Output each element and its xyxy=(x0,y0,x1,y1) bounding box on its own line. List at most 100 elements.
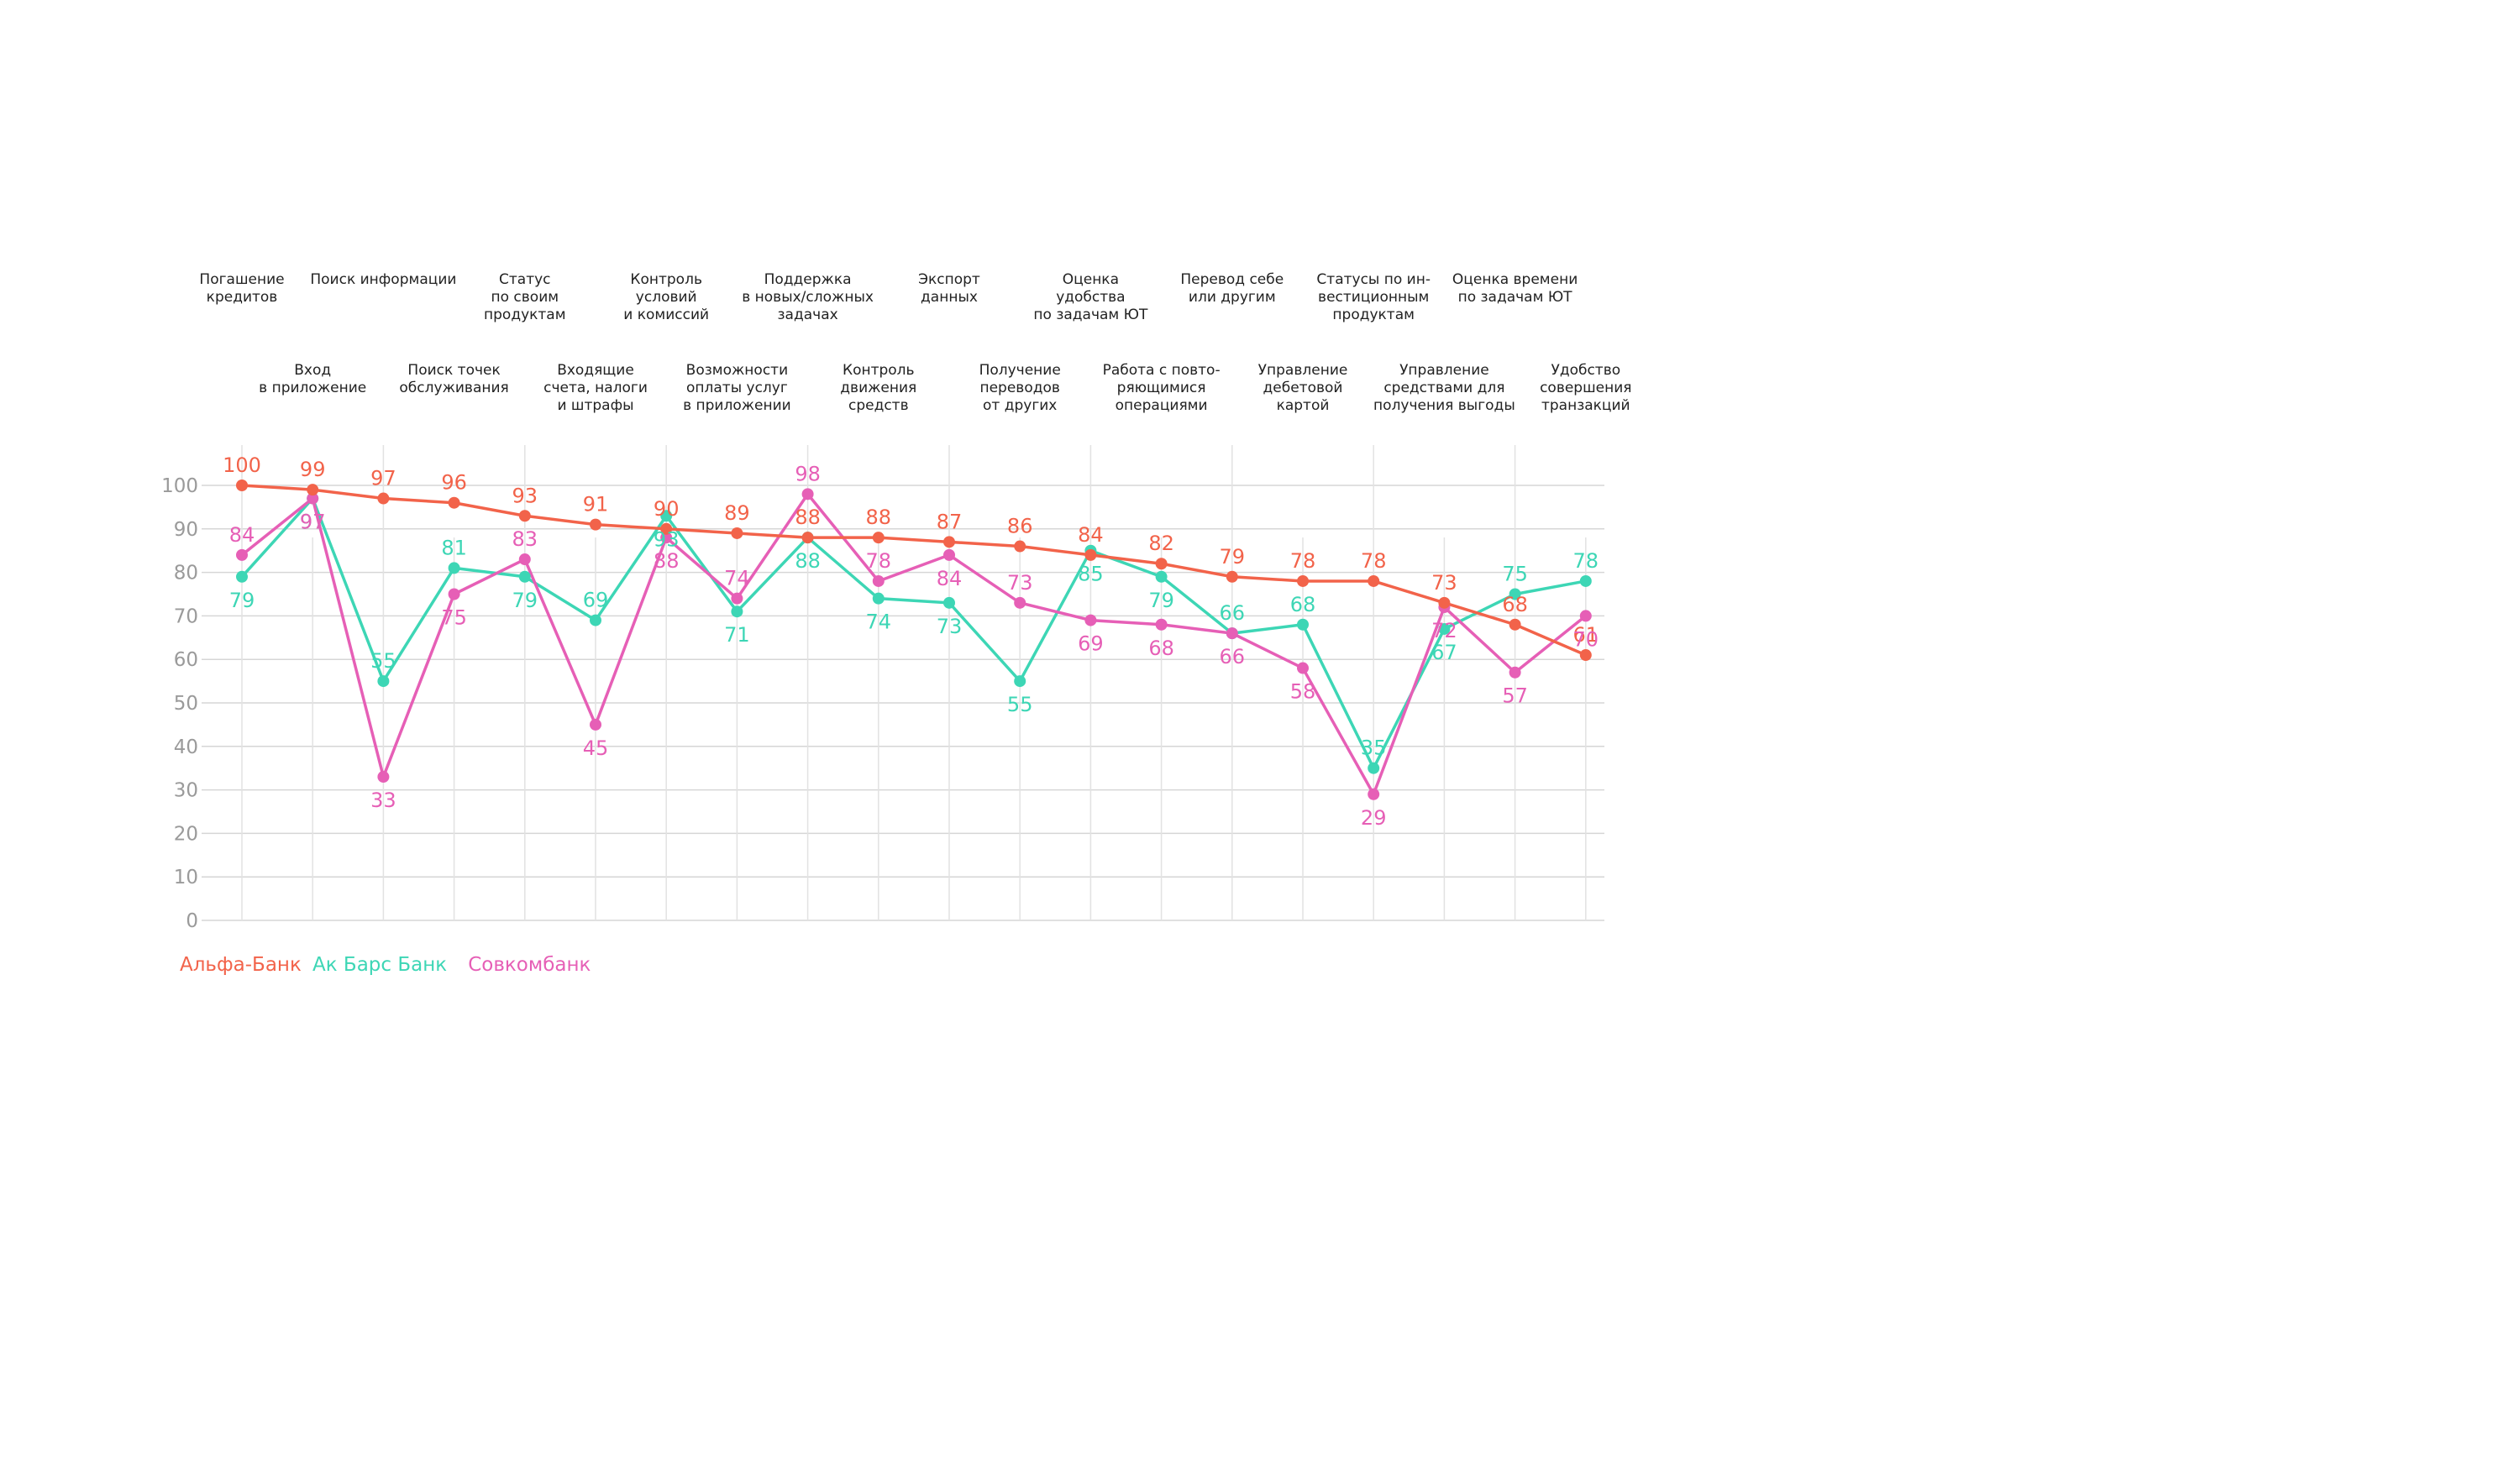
x-category-label: и штрафы xyxy=(557,397,633,414)
x-category-label: кредитов xyxy=(207,289,278,306)
data-point xyxy=(660,522,673,535)
x-category-label: по своим xyxy=(491,289,559,306)
data-label: 74 xyxy=(866,611,892,634)
data-label: 87 xyxy=(937,510,963,533)
data-label: 73 xyxy=(1431,571,1457,595)
data-point xyxy=(518,510,531,522)
data-point xyxy=(518,553,531,566)
legend-entry: Альфа-Банк xyxy=(180,954,302,976)
data-point xyxy=(1155,570,1168,583)
data-label: 79 xyxy=(1148,589,1174,612)
x-category-label: Удобство xyxy=(1551,362,1620,379)
x-category-label: продуктам xyxy=(484,307,566,323)
data-label: 72 xyxy=(1431,619,1457,642)
data-point xyxy=(1226,627,1238,640)
data-label: 93 xyxy=(512,484,538,507)
x-category-label: Управление xyxy=(1258,362,1348,379)
y-tick-label: 90 xyxy=(174,519,198,541)
data-label: 71 xyxy=(724,623,750,647)
data-label: 68 xyxy=(1290,593,1316,616)
data-point xyxy=(377,675,390,688)
data-label: 55 xyxy=(370,649,396,673)
x-category-label: получения выгоды xyxy=(1373,397,1515,414)
x-category-label: движения xyxy=(840,380,916,396)
x-category-label: Возможности xyxy=(686,362,788,379)
data-point xyxy=(377,771,390,784)
data-point xyxy=(448,562,460,574)
data-label: 93 xyxy=(654,527,680,551)
x-category-label: Входящие xyxy=(557,362,634,379)
data-point xyxy=(1297,662,1309,674)
data-point xyxy=(1579,574,1592,587)
data-point xyxy=(1438,596,1451,609)
legend: Альфа-Банк Ак Барс Банк Совкомбанк xyxy=(180,954,591,976)
data-point xyxy=(1368,574,1380,587)
x-category-label: удобства xyxy=(1056,289,1125,306)
data-point xyxy=(1509,618,1521,631)
data-label: 88 xyxy=(866,506,892,529)
data-label: 35 xyxy=(1361,736,1387,760)
data-label: 57 xyxy=(1502,684,1528,708)
data-point xyxy=(1155,558,1168,570)
x-category-label: средствами для xyxy=(1383,380,1504,396)
x-category-label: Контроль xyxy=(843,362,915,379)
data-label: 84 xyxy=(229,523,255,547)
x-category-label: Оценка xyxy=(1063,271,1119,288)
data-point xyxy=(660,532,673,544)
data-label: 79 xyxy=(1220,545,1246,569)
x-category-label: Экспорт xyxy=(918,271,980,288)
data-label: 83 xyxy=(512,527,538,551)
data-label: 100 xyxy=(223,453,261,477)
data-label: 68 xyxy=(1502,593,1528,616)
data-point xyxy=(872,592,885,605)
x-category-label: операциями xyxy=(1116,397,1208,414)
x-category-label: условий xyxy=(636,289,697,306)
data-label: 68 xyxy=(1148,637,1174,660)
data-point xyxy=(801,488,814,501)
data-point xyxy=(1297,618,1309,631)
x-category-label: Управление xyxy=(1399,362,1489,379)
data-point xyxy=(1226,570,1238,583)
series-line xyxy=(241,484,1587,657)
data-label: 88 xyxy=(795,506,821,529)
data-point xyxy=(590,718,601,731)
grid-lines xyxy=(202,445,1604,921)
x-category-label: дебетовой xyxy=(1263,380,1343,396)
y-tick-label: 10 xyxy=(174,867,198,888)
data-label: 75 xyxy=(1502,563,1528,586)
data-label: 84 xyxy=(937,567,963,590)
x-category-label: по задачам ЮТ xyxy=(1033,307,1148,323)
data-point xyxy=(1579,649,1592,662)
data-label: 91 xyxy=(583,493,609,516)
data-label: 66 xyxy=(1220,645,1246,668)
data-label: 29 xyxy=(1361,806,1387,830)
x-category-label: по задачам ЮТ xyxy=(1458,289,1573,306)
data-label: 81 xyxy=(441,536,467,559)
data-label: 66 xyxy=(1220,601,1246,625)
data-label: 73 xyxy=(937,615,963,638)
data-label: 75 xyxy=(441,606,467,630)
data-point xyxy=(590,614,601,626)
y-tick-label: 40 xyxy=(174,736,198,758)
x-category-label: Поиск информации xyxy=(310,271,456,288)
data-label: 55 xyxy=(1007,693,1033,716)
x-category-label: Поиск точек xyxy=(407,362,500,379)
data-label: 79 xyxy=(512,589,538,612)
x-category-label: совершения xyxy=(1540,380,1631,396)
data-point xyxy=(943,536,955,548)
x-category-label: данных xyxy=(921,289,978,306)
data-label: 98 xyxy=(795,462,821,485)
data-point xyxy=(660,510,673,522)
legend-entry: Ак Барс Банк xyxy=(312,954,447,976)
data-label: 61 xyxy=(1573,623,1599,647)
data-label: 69 xyxy=(1078,632,1104,656)
data-point xyxy=(731,605,743,618)
series-line xyxy=(240,492,1587,796)
y-axis: 0 10 20 30 40 50 60 70 80 90 100 xyxy=(161,475,198,932)
data-labels: 1007984999797975533968175937983916945909… xyxy=(223,453,1599,830)
x-category-label: оплаты услуг xyxy=(686,380,788,396)
series-line xyxy=(240,496,1587,770)
data-label: 99 xyxy=(300,458,326,481)
data-point xyxy=(1014,675,1026,688)
data-point xyxy=(1368,762,1380,774)
